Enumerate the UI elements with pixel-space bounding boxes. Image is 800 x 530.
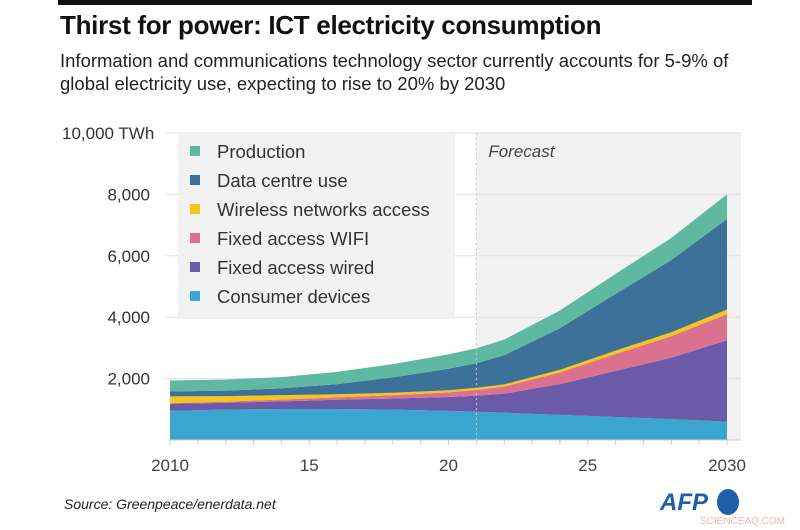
x-tick-label: 20 <box>439 456 458 475</box>
legend-swatch <box>190 204 200 214</box>
area-fixed-access-wifi <box>170 314 727 404</box>
watermark: SCIENCEAQ.COM <box>700 516 786 527</box>
y-tick-label: 4,000 <box>107 308 150 327</box>
area-production <box>170 194 727 392</box>
source-note: Source: Greenpeace/enerdata.net <box>64 496 276 512</box>
chart-title: Thirst for power: ICT electricity consum… <box>60 10 602 40</box>
legend-label: Fixed access WIFI <box>217 228 369 249</box>
x-tick-label: 2010 <box>151 456 189 475</box>
legend-label: Data centre use <box>217 170 348 191</box>
legend-swatch <box>190 233 200 243</box>
legend-label: Fixed access wired <box>217 257 374 278</box>
legend-swatch <box>190 291 200 301</box>
x-tick-label: 2030 <box>708 456 746 475</box>
legend-swatch <box>190 146 200 156</box>
y-tick-label: 6,000 <box>107 247 150 266</box>
area-consumer-devices <box>170 408 727 440</box>
y-tick-label: 8,000 <box>107 185 150 204</box>
legend-box <box>178 133 455 319</box>
y-tick-label: 10,000 TWh <box>62 124 154 143</box>
legend-swatch <box>190 175 200 185</box>
x-tick-label: 25 <box>578 456 597 475</box>
y-tick-label: 2,000 <box>107 370 150 389</box>
svg-text:AFP: AFP <box>660 489 709 516</box>
legend-swatch <box>190 262 200 272</box>
forecast-label: Forecast <box>488 142 555 161</box>
top-rule <box>58 0 752 5</box>
legend-label: Wireless networks access <box>217 199 430 220</box>
legend-label: Consumer devices <box>217 286 370 307</box>
area-fixed-access-wired <box>170 340 727 422</box>
chart-subtitle: Information and communications technolog… <box>60 50 729 94</box>
x-tick-label: 15 <box>300 456 319 475</box>
area-data-centre-use <box>170 218 727 397</box>
legend-label: Production <box>217 141 305 162</box>
afp-logo: AFP <box>659 487 750 522</box>
